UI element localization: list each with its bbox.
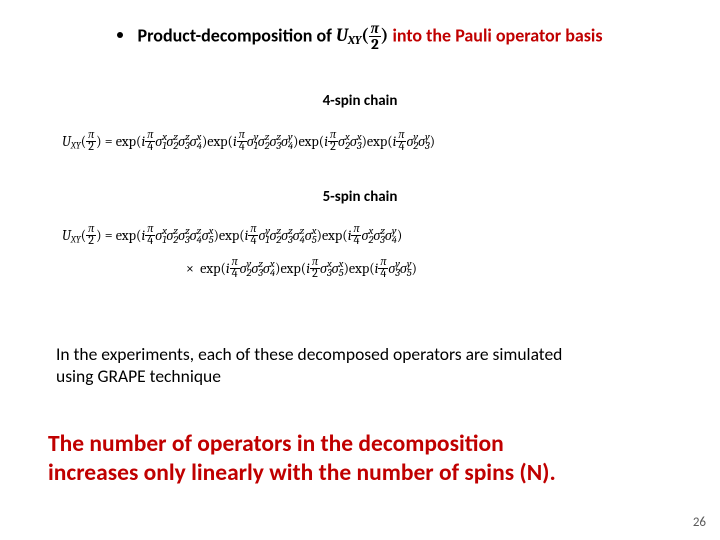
title-U-sub: XY	[348, 33, 361, 47]
bullet-icon	[117, 32, 123, 38]
equation-4spin: UXY(π2) = exp(iπ4σx1σz2σz3σx4)exp(iπ4σy1…	[62, 128, 680, 155]
equation-5spin-line2: × exp(iπ4σy2σz3σx4)exp(iπ2σx3σx5)exp(iπ4…	[186, 255, 680, 282]
body-paragraph: In the experiments, each of these decomp…	[56, 344, 664, 388]
eq5-U: U	[62, 227, 71, 244]
body-line1: In the experiments, each of these decomp…	[56, 343, 562, 365]
title-U: U	[336, 25, 348, 46]
page-number: 26	[693, 515, 706, 530]
eq5-line2-terms: exp(iπ4σy2σz3σx4)exp(iπ2σx3σx5)exp(iπ4σy…	[200, 260, 417, 277]
eq4-terms: exp(iπ4σx1σz2σz3σx4)exp(iπ4σy1σz2σz3σy4)…	[116, 133, 435, 150]
title-arg-den: 2	[369, 36, 381, 52]
eq5-cross: ×	[186, 260, 194, 277]
eq5-U-sub: XY	[71, 235, 81, 245]
title: Product-decomposition of UXY(π2) into th…	[0, 22, 720, 52]
body-line2: using GRAPE technique	[56, 365, 221, 387]
section-5spin-label: 5-spin chain	[0, 188, 720, 206]
eq5-line1-terms: exp(iπ4σx1σz2σz3σz4σx5)exp(iπ4σy1σz2σz3σ…	[116, 227, 403, 244]
conclusion: The number of operators in the decomposi…	[48, 430, 672, 487]
eq4-lhs-den: 2	[86, 141, 96, 153]
eq5-lhs-den: 2	[86, 235, 96, 247]
slide: Product-decomposition of UXY(π2) into th…	[0, 0, 720, 540]
conclusion-line2: increases only linearly with the number …	[48, 459, 556, 487]
conclusion-line1: The number of operators in the decomposi…	[48, 430, 504, 458]
section-4spin-label: 4-spin chain	[0, 92, 720, 110]
title-arg-num: π	[369, 21, 381, 36]
equation-5spin-line1: UXY(π2) = exp(iπ4σx1σz2σz3σz4σx5)exp(iπ4…	[62, 222, 680, 249]
title-pre: Product-decomposition of	[138, 24, 336, 46]
eq4-U-sub: XY	[71, 141, 81, 151]
title-operator: UXY(π2)	[336, 25, 388, 46]
eq4-U: U	[62, 133, 71, 150]
title-post: into the Pauli operator basis	[392, 24, 602, 46]
